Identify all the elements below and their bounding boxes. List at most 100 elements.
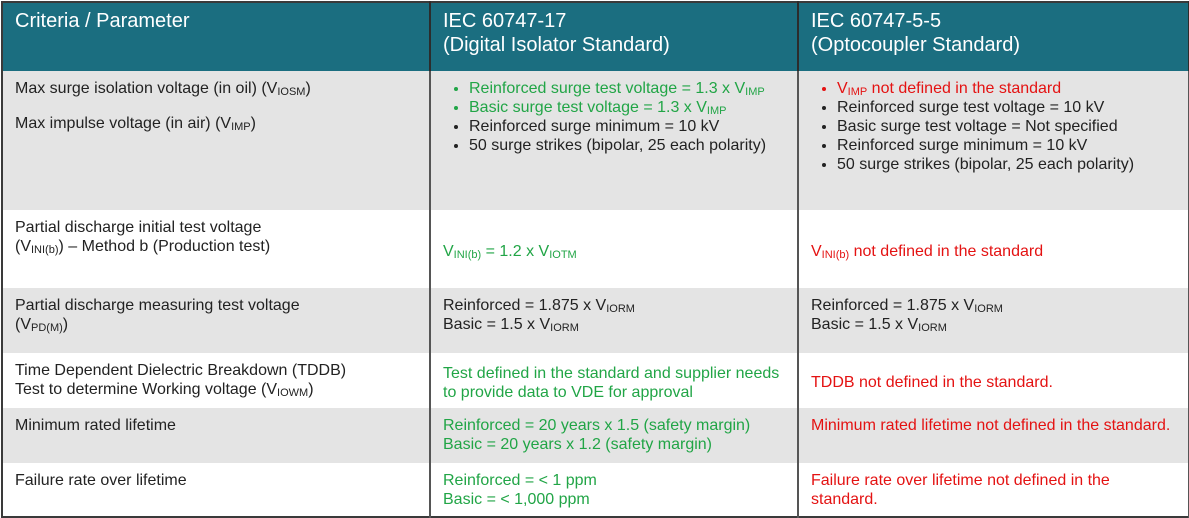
cell-line: Basic = < 1,000 ppm (443, 490, 787, 509)
text: Partial discharge initial test voltage (15, 219, 262, 236)
text: Reinforced = < 1 ppm (443, 472, 597, 489)
header-text: Criteria / Parameter (15, 10, 190, 32)
digital-cell: VINI(b) = 1.2 x VIOTM (430, 210, 799, 288)
text: ) (62, 316, 69, 333)
subscript: IMP (706, 105, 727, 117)
header-text: (Optocoupler Standard) (811, 34, 1021, 56)
opto-cell: TDDB not defined in the standard. (798, 353, 1189, 408)
cell-line: (VINI(b)) – Method b (Production test) (15, 237, 419, 256)
cell-line: Minimum rated lifetime (15, 416, 419, 435)
text: = 1.2 x V (481, 242, 550, 260)
table-row: Max surge isolation voltage (in oil) (VI… (2, 71, 1189, 210)
opto-cell: VINI(b) not defined in the standard (798, 210, 1189, 288)
text: not defined in the standard (849, 242, 1044, 260)
subscript: IOSM (277, 86, 306, 98)
text: Reinforced surge minimum = 10 kV (469, 118, 720, 135)
text: Reinforced surge test voltage = 1.3 x V (469, 80, 746, 97)
header-row: Criteria / Parameter IEC 60747-17 (Digital… (2, 2, 1189, 71)
bullet-list: VIMP not defined in the standardReinforc… (811, 79, 1178, 174)
table-row: Failure rate over lifetime Reinforced = <… (2, 463, 1189, 517)
criteria-cell: Minimum rated lifetime (2, 408, 431, 463)
text: Failure rate over lifetime not defined i… (811, 472, 1110, 508)
digital-cell: Reinforced = 1.875 x VIORM Basic = 1.5 x … (430, 288, 799, 353)
criteria-cell: Max surge isolation voltage (in oil) (VI… (2, 71, 431, 210)
text: Basic surge test voltage = 1.3 x V (469, 99, 707, 116)
text: ) (305, 80, 311, 97)
text: Reinforced surge minimum = 10 kV (837, 137, 1088, 154)
cell-line: Reinforced = 1.875 x VIORM (443, 296, 787, 315)
bullet-list: Reinforced surge test voltage = 1.3 x VI… (443, 79, 787, 155)
digital-cell: Reinforced surge test voltage = 1.3 x VI… (430, 71, 799, 210)
subscript: PD(M) (31, 322, 63, 334)
text: 50 surge strikes (bipolar, 25 each polar… (469, 137, 767, 154)
text: Basic = 1.5 x V (811, 316, 919, 333)
subscript: IORM (550, 322, 579, 334)
subscript: IMP (745, 86, 765, 98)
bullet-item: 50 surge strikes (bipolar, 25 each polar… (837, 155, 1178, 174)
subscript: INI(b) (31, 244, 59, 256)
text: Basic surge test voltage = Not specified (837, 118, 1118, 135)
header-cell: IEC 60747-5-5 (Optocoupler Standard) (798, 2, 1189, 71)
cell-line: (VPD(M)) (15, 315, 419, 334)
text: V (443, 242, 454, 260)
table-body: Max surge isolation voltage (in oil) (VI… (2, 71, 1189, 517)
table-row: Minimum rated lifetime Reinforced = 20 ye… (2, 408, 1189, 463)
cell-line: Test defined in the standard and supplie… (443, 364, 787, 402)
table-row: Time Dependent Dielectric Breakdown (TDD… (2, 353, 1189, 408)
criteria-cell: Partial discharge initial test voltage (V… (2, 210, 431, 288)
cell-line: Partial discharge initial test voltage (15, 218, 419, 237)
bullet-item: Basic surge test voltage = 1.3 x VIMP (469, 98, 787, 117)
subscript: IOTM (549, 248, 577, 261)
subscript: INI(b) (821, 248, 850, 261)
header-text: (Digital Isolator Standard) (443, 34, 670, 56)
table-row: Partial discharge initial test voltage (V… (2, 210, 1189, 288)
text: Time Dependent Dielectric Breakdown (TDD… (15, 362, 347, 379)
bullet-item: Reinforced surge test voltage = 10 kV (837, 98, 1178, 117)
subscript: IORM (974, 303, 1003, 315)
subscript: IMP (847, 86, 868, 98)
text: Reinforced surge test voltage = 10 kV (837, 99, 1105, 116)
bullet-item: Reinforced surge minimum = 10 kV (837, 136, 1178, 155)
cell-line: VINI(b) not defined in the standard (811, 242, 1178, 261)
text: 50 surge strikes (bipolar, 25 each polar… (837, 156, 1135, 173)
header-cell: IEC 60747-17 (Digital Isolator Standard) (430, 2, 799, 71)
cell-line: Basic = 1.5 x VIORM (443, 315, 787, 334)
text: Reinforced = 1.875 x V (811, 297, 975, 314)
subscript: IORM (606, 303, 635, 315)
text: Minimum rated lifetime not defined in th… (811, 417, 1171, 434)
cell-line: Time Dependent Dielectric Breakdown (TDD… (15, 361, 419, 380)
text: ) (308, 381, 314, 398)
header-cell: Criteria / Parameter (2, 2, 431, 71)
cell-line: VINI(b) = 1.2 x VIOTM (443, 242, 787, 261)
cell-line: Basic = 1.5 x VIORM (811, 315, 1178, 334)
cell-line: Minimum rated lifetime not defined in th… (811, 416, 1178, 435)
criteria-cell: Failure rate over lifetime (2, 463, 431, 517)
text: Partial discharge measuring test voltage (15, 297, 300, 314)
subscript: IORM (918, 322, 947, 334)
bullet-item: Reinforced surge minimum = 10 kV (469, 117, 787, 136)
subscript: INI(b) (453, 248, 482, 261)
text: (V (15, 238, 31, 255)
text: Test to determine Working voltage (V (15, 381, 278, 398)
cell-line: Reinforced = < 1 ppm (443, 471, 787, 490)
text: Reinforced = 1.875 x V (443, 297, 607, 314)
bullet-item: Reinforced surge test voltage = 1.3 x VI… (469, 79, 787, 98)
text: Minimum rated lifetime (15, 417, 176, 434)
criteria-cell: Time Dependent Dielectric Breakdown (TDD… (2, 353, 431, 408)
cell-line: Test to determine Working voltage (VIOWM… (15, 380, 419, 399)
text: Failure rate over lifetime (15, 472, 187, 489)
bullet-item: VIMP not defined in the standard (837, 79, 1178, 98)
cell-line: Max impulse voltage (in air) (VIMP) (15, 114, 419, 133)
text: not defined in the standard (867, 80, 1062, 97)
text: ) (250, 115, 256, 132)
cell-line: Failure rate over lifetime (15, 471, 419, 490)
text: Basic = < 1,000 ppm (443, 491, 590, 508)
cell-line: Partial discharge measuring test voltage (15, 296, 419, 315)
cell-line: Basic = 20 years x 1.2 (safety margin) (443, 435, 787, 454)
text: TDDB not defined in the standard. (811, 374, 1053, 391)
text: (V (15, 316, 31, 333)
opto-cell: Minimum rated lifetime not defined in th… (798, 408, 1189, 463)
text: Reinforced = 20 years x 1.5 (safety marg… (443, 417, 751, 434)
digital-cell: Reinforced = < 1 ppm Basic = < 1,000 ppm (430, 463, 799, 517)
